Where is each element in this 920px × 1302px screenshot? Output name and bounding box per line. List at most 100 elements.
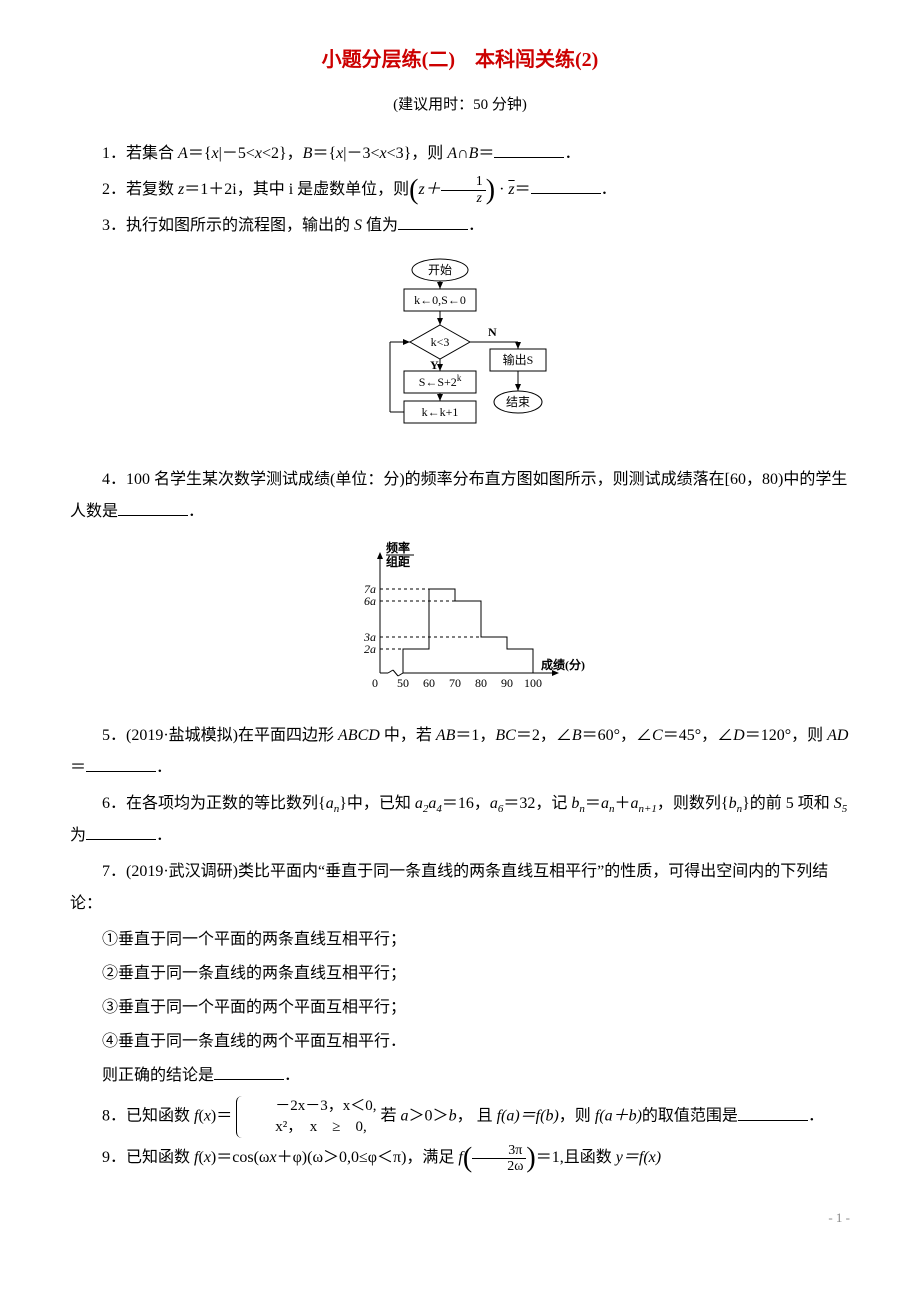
answer-blank: [214, 1063, 284, 1080]
text: ＝{: [188, 145, 212, 162]
text: ＝32，记: [503, 795, 571, 812]
f-a-plus-b: f(a＋b): [595, 1108, 642, 1125]
text: ＝16，: [442, 795, 490, 812]
var-x: x: [212, 145, 219, 162]
answer-blank: [86, 755, 156, 772]
q-num: 7．: [102, 863, 126, 880]
page-title: 小题分层练(二) 本科闯关练(2): [70, 40, 850, 80]
q7-opt4: ④垂直于同一条直线的两个平面互相平行．: [70, 1026, 850, 1058]
a6: a: [490, 795, 498, 812]
svg-text:S←S+2k: S←S+2k: [419, 373, 462, 389]
histogram-figure: 2a3a6a7a05060708090100频率组距成绩(分): [70, 538, 850, 710]
x: x: [269, 1149, 276, 1166]
svg-text:2a: 2a: [364, 642, 376, 656]
var-S: S: [354, 217, 362, 234]
angle-D: D: [733, 727, 745, 744]
piece-row-1: －2x－3，x＜0,: [243, 1096, 376, 1117]
piece-row-2: x²， x ≥ 0,: [243, 1117, 376, 1138]
svg-text:50: 50: [397, 676, 409, 690]
text: ＝60°，∠: [582, 727, 652, 744]
fa-eq-fb: f(a)＝f(b): [497, 1108, 559, 1125]
flowchart-svg: 开始k←0,S←0k<3输出SS←S+2k结束k←k+1YN: [340, 252, 580, 442]
period: ．: [808, 1108, 824, 1125]
bn: b: [729, 795, 737, 812]
svg-text:N: N: [488, 325, 497, 339]
lparen-icon: (: [409, 174, 418, 205]
text: }中，已知: [339, 795, 415, 812]
question-1: 1．若集合 A＝{x|－5<x<2}，B＝{x|－3<x<3}，则 A∩B＝．: [70, 138, 850, 170]
q-num: 1．: [102, 145, 126, 162]
rparen-icon: ): [526, 1143, 535, 1174]
text: }的前 5 项和: [742, 795, 834, 812]
period: ．: [284, 1067, 300, 1084]
histogram-svg: 2a3a6a7a05060708090100频率组距成绩(分): [330, 538, 590, 698]
text: ，则: [559, 1108, 595, 1125]
seq-an: a: [326, 795, 334, 812]
q-num: 9．: [102, 1149, 126, 1166]
var-z: z＋: [419, 181, 441, 198]
svg-text:k←0,S←0: k←0,S←0: [414, 293, 466, 307]
lparen-icon: (: [463, 1143, 472, 1174]
text: ＝: [515, 181, 531, 198]
rparen-icon: ): [486, 174, 495, 205]
side-AB: AB: [436, 727, 456, 744]
side-BC: BC: [495, 727, 515, 744]
plus: ＋: [614, 795, 630, 812]
q-num: 3．: [102, 217, 126, 234]
eq: ＝: [216, 1108, 232, 1125]
text: 的取值范围是: [642, 1108, 738, 1125]
svg-text:开始: 开始: [428, 263, 452, 277]
y-eq-fx: y＝f(x): [616, 1149, 661, 1166]
text: 则正确的结论是: [102, 1067, 214, 1084]
text: ＝{: [312, 145, 336, 162]
denominator: 2ω: [472, 1159, 526, 1174]
question-3: 3．执行如图所示的流程图，输出的 S 值为．: [70, 210, 850, 242]
a2: a: [415, 795, 423, 812]
text: 已知函数: [126, 1108, 194, 1125]
flowchart-figure: 开始k←0,S←0k<3输出SS←S+2k结束k←k+1YN: [70, 252, 850, 454]
set-B: B: [303, 145, 313, 162]
var-x: x: [255, 145, 262, 162]
question-2: 2．若复数 z＝1＋2i，其中 i 是虚数单位，则(z＋1z) · z＝．: [70, 174, 850, 206]
q-num: 8．: [102, 1108, 126, 1125]
svg-text:70: 70: [449, 676, 461, 690]
A-cap-B: A∩B: [447, 145, 478, 162]
q-num: 6．: [102, 795, 126, 812]
text: ，则数列{: [657, 795, 729, 812]
numerator: 1: [441, 174, 486, 190]
q7-tail: 则正确的结论是 ．: [70, 1060, 850, 1092]
svg-text:7a: 7a: [364, 582, 376, 596]
q7-opt2: ②垂直于同一条直线的两条直线互相平行；: [70, 958, 850, 990]
page-subtitle: (建议用时：50 分钟): [70, 90, 850, 120]
answer-blank: [86, 823, 156, 840]
an: a: [601, 795, 609, 812]
q-num: 5．: [102, 727, 126, 744]
b: b: [449, 1108, 457, 1125]
svg-text:成绩(分): 成绩(分): [541, 657, 585, 672]
svg-text:100: 100: [524, 676, 542, 690]
question-7: 7．(2019·武汉调研)类比平面内“垂直于同一条直线的两条直线互相平行”的性质…: [70, 856, 850, 920]
piecewise: －2x－3，x＜0, x²， x ≥ 0,: [236, 1096, 376, 1138]
question-5: 5．(2019·盐城模拟)在平面四边形 ABCD 中，若 AB＝1，BC＝2，∠…: [70, 720, 850, 784]
text: ， 且: [457, 1108, 497, 1125]
svg-text:k←k+1: k←k+1: [422, 405, 459, 419]
svg-text:90: 90: [501, 676, 513, 690]
page-number: - 1 -: [70, 1205, 850, 1231]
text: ＝cos(ω: [216, 1149, 269, 1166]
text: <3}，则: [387, 145, 448, 162]
text: ＝120°，则: [745, 727, 827, 744]
period: ．: [156, 759, 172, 776]
question-9: 9．已知函数 f(x)＝cos(ωx＋φ)(ω＞0,0≤φ＜π)，满足 f(3π…: [70, 1142, 850, 1174]
source: (2019·武汉调研): [126, 863, 238, 880]
svg-text:结束: 结束: [506, 395, 530, 409]
f: f: [194, 1149, 198, 1166]
answer-blank: [738, 1104, 808, 1121]
source: (2019·盐城模拟): [126, 727, 238, 744]
text: 若集合: [126, 145, 178, 162]
svg-text:60: 60: [423, 676, 435, 690]
text: 为: [70, 827, 86, 844]
svg-text:Y: Y: [430, 358, 439, 372]
quad-ABCD: ABCD: [338, 727, 380, 744]
q7-opt3: ③垂直于同一个平面的两个平面互相平行；: [70, 992, 850, 1024]
text: 在各项均为正数的等比数列{: [126, 795, 326, 812]
